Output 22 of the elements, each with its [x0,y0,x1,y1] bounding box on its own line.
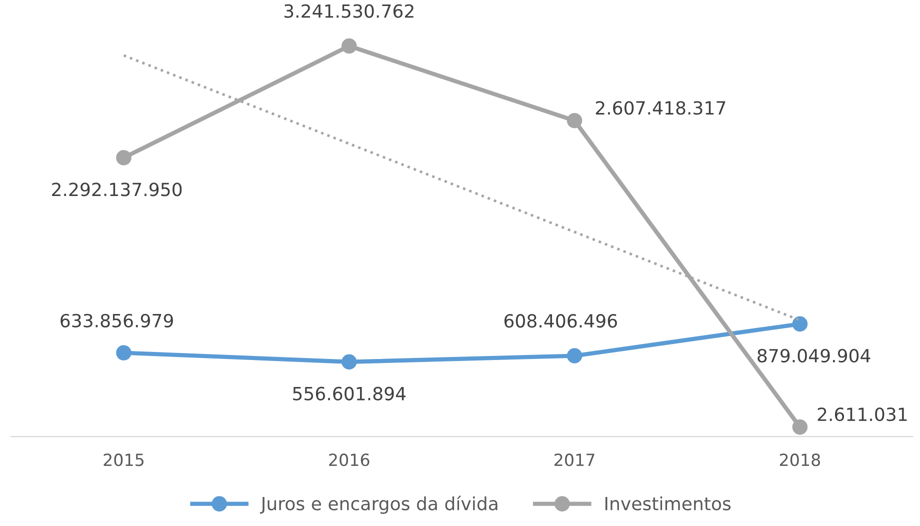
data-label: 608.406.496 [504,314,617,328]
x-tick-label: 2017 [554,454,594,466]
point [792,316,808,332]
data-label: 556.601.894 [293,386,406,400]
x-tick-label: 2018 [780,454,820,466]
data-label: 2.292.137.950 [52,182,182,196]
point [792,419,808,435]
legend-label: Investimentos [605,496,731,510]
data-label: 2.607.418.317 [596,101,726,115]
x-tick-label: 2016 [329,454,370,466]
point [342,38,357,54]
legend-label: Juros e encargos da dívida [260,496,498,514]
data-label: 2.611.031 [818,408,907,422]
point [566,348,582,364]
point [342,354,357,370]
point [116,150,132,166]
data-label: 879.049.904 [758,348,870,363]
x-tick-label: 2015 [104,454,144,466]
point [566,112,582,128]
data-label: 633.856.979 [60,314,173,328]
data-label: 3.241.530.762 [284,4,414,18]
point [116,345,132,360]
